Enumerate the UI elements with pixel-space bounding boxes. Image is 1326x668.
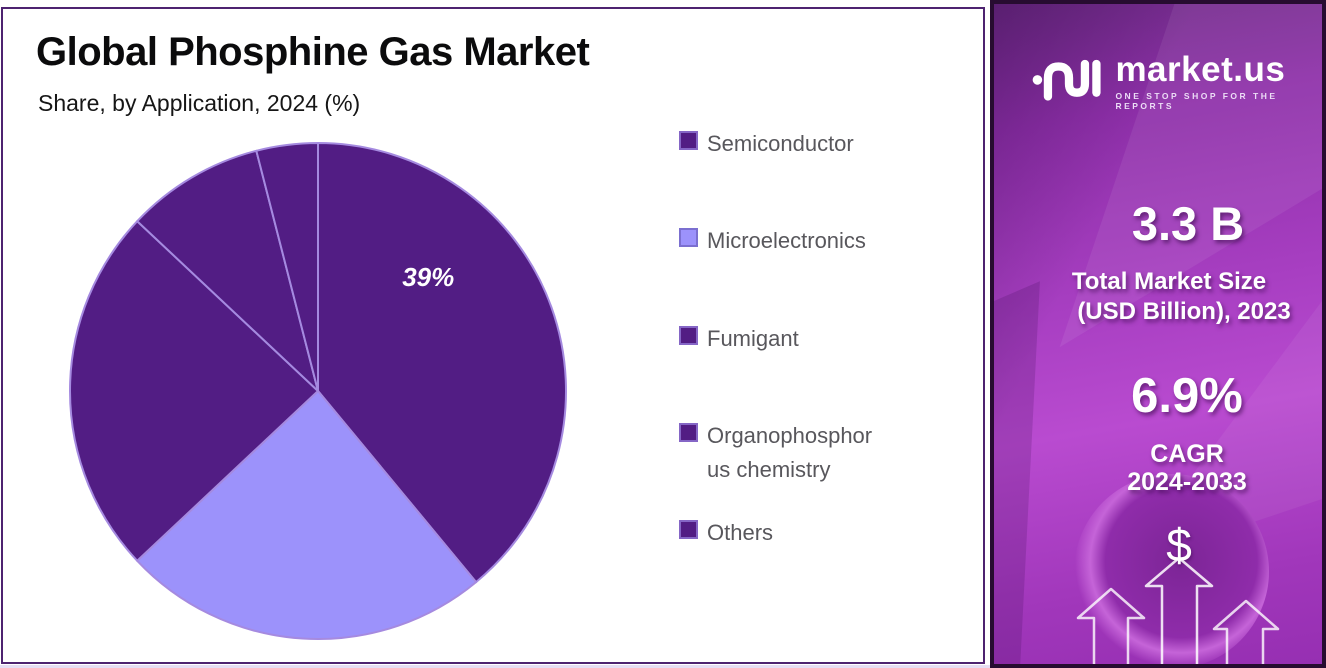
chart-panel: Global Phosphine Gas Market Share, by Ap… — [0, 7, 990, 668]
cagr-years: 2024-2033 — [1127, 468, 1247, 496]
brand-tagline: ONE STOP SHOP FOR THE REPORTS — [1115, 91, 1278, 111]
market-us-logo-icon — [1032, 59, 1101, 101]
up-arrow-icon — [1076, 587, 1146, 664]
legend-label: Organophosphorus chemistry — [707, 423, 873, 482]
growth-arrows-graphic — [1076, 556, 1280, 664]
legend-swatch-icon — [679, 228, 698, 247]
legend-swatch-icon — [679, 520, 698, 539]
legend-item-organophosphorus-chemistry: Organophosphorus chemistry — [679, 419, 883, 487]
pie-data-label: 39% — [402, 262, 454, 292]
legend-item-others: Others — [679, 516, 883, 550]
brand-panel: market.us ONE STOP SHOP FOR THE REPORTS … — [990, 0, 1326, 668]
legend-label: Others — [707, 520, 774, 545]
legend-label: Fumigant — [707, 326, 799, 351]
legend-item-semiconductor: Semiconductor — [679, 127, 883, 161]
legend-item-microelectronics: Microelectronics — [679, 224, 883, 258]
legend-item-fumigant: Fumigant — [679, 322, 883, 356]
swirl-decoration — [1074, 474, 1269, 664]
market-size-label-line2: (USD Billion), 2023 — [1077, 298, 1291, 325]
legend-label: Microelectronics — [707, 228, 866, 253]
pie-slice-semiconductor — [317, 142, 567, 584]
up-arrow-icon — [1144, 556, 1214, 664]
up-arrow-icon — [1212, 599, 1280, 664]
legend-swatch-icon — [679, 326, 698, 345]
bottom-strip — [0, 665, 990, 668]
legend-swatch-icon — [679, 131, 698, 150]
chart-subtitle: Share, by Application, 2024 (%) — [38, 90, 361, 116]
chart-title: Global Phosphine Gas Market — [36, 30, 590, 74]
pie-chart: 39% — [69, 142, 567, 640]
legend-label: Semiconductor — [707, 131, 854, 156]
legend-swatch-icon — [679, 423, 698, 442]
pie-chart-area: 39% — [58, 131, 578, 651]
brand-name: market.us — [1115, 50, 1286, 89]
pie-slice-organophosphorus-chemistry — [136, 149, 319, 392]
pie-slice-others — [255, 142, 319, 392]
chart-frame-border — [1, 7, 985, 664]
market-size-value: 3.3 B — [1131, 197, 1245, 250]
cagr-value: 6.9% — [1131, 369, 1243, 423]
dollar-icon: $ — [1166, 519, 1192, 571]
pie-slice-fumigant — [69, 220, 319, 562]
brand-logo: market.us ONE STOP SHOP FOR THE REPORTS — [1032, 52, 1322, 111]
market-size-label-line1: Total Market Size — [1071, 268, 1267, 295]
pie-slice-microelectronics — [136, 390, 478, 640]
cagr-label: CAGR — [1150, 440, 1224, 468]
brand-text: market.us ONE STOP SHOP FOR THE REPORTS — [1115, 50, 1322, 112]
